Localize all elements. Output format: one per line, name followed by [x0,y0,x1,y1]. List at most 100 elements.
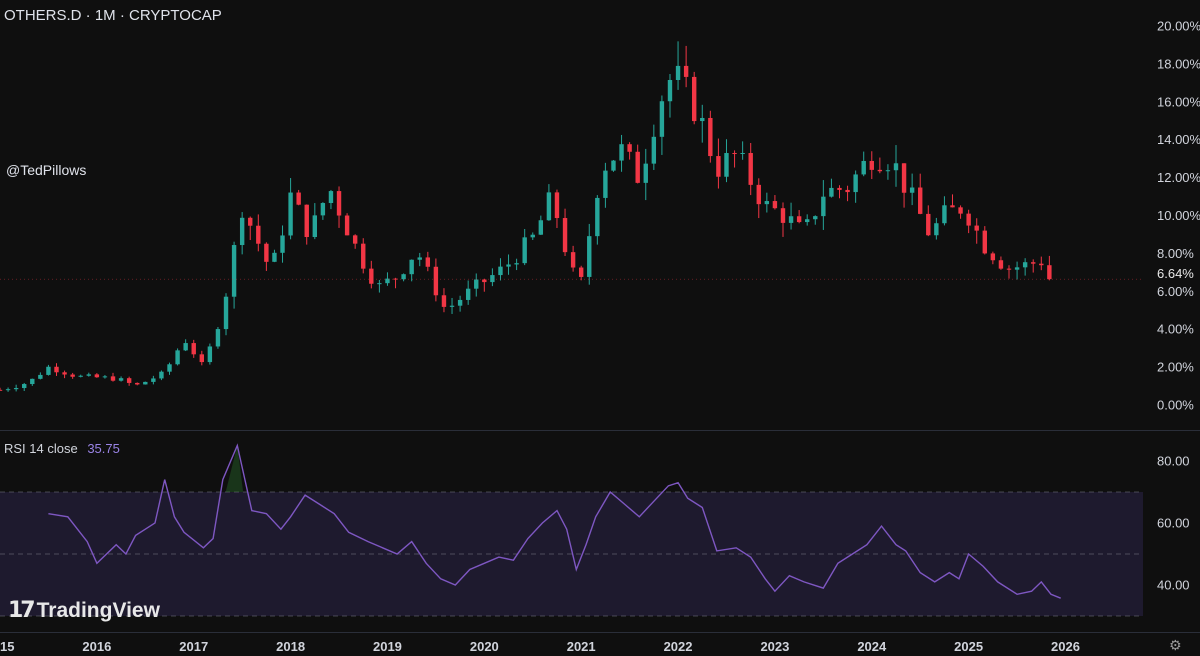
rsi-tick-label: 60.00 [1157,516,1190,531]
chart-title[interactable]: OTHERS.D · 1M · CRYPTOCAP [4,7,222,24]
candle-body [958,207,963,214]
candle-body [5,389,11,391]
time-tick-label: 2017 [179,639,208,654]
candle-body [538,220,544,235]
candle-body [877,169,883,172]
candle-body [457,299,463,306]
candle-body [530,234,535,238]
time-tick-label: 2018 [276,639,305,654]
candle-body [756,184,761,205]
candle-body [578,267,584,277]
rsi-tick-label: 80.00 [1157,454,1190,469]
candle-body [611,160,616,171]
price-tick-label: 8.00% [1157,246,1194,261]
candle-body [554,192,560,219]
candle-body [474,279,479,289]
candle-body [143,381,148,385]
candle-body [675,65,681,81]
candle-body [683,65,689,77]
candle-body [215,329,221,347]
candle-body [377,283,382,285]
candlestick-series[interactable] [0,41,1143,392]
candle-body [38,374,43,379]
price-tick-label: 18.00% [1157,56,1200,71]
candle-body [926,213,931,236]
candle-body [562,218,568,253]
candle-body [288,192,293,236]
candle-body [813,216,818,220]
tradingview-logo[interactable]: 17 TradingView [8,598,160,623]
candle-body [449,305,455,307]
price-tick-label: 20.00% [1157,19,1200,34]
time-tick-label: 2025 [954,639,983,654]
gear-icon[interactable]: ⚙ [1169,637,1182,653]
candle-body [239,217,245,246]
candle-body [805,219,810,223]
candle-body [829,187,834,197]
candle-body [918,187,923,214]
candle-body [732,153,737,155]
price-tick-label: 14.00% [1157,132,1200,147]
rsi-tick-label: 40.00 [1157,578,1190,593]
price-tick-label: 2.00% [1157,360,1194,375]
candle-body [853,174,858,193]
rsi-legend[interactable]: RSI 14 close 35.75 [4,441,120,456]
candle-body [199,354,205,363]
candle-body [409,259,414,275]
candle-body [191,343,196,355]
candle-body [796,216,802,223]
candle-body [207,346,213,363]
candle-body [490,275,495,283]
rsi-overbought-fill [225,445,244,492]
candle-body [62,372,67,375]
candle-body [223,296,229,330]
candle-body [393,278,398,280]
candle-body [635,151,640,183]
price-axis[interactable]: 20.00% 18.00% 16.00% 14.00% 12.00% 10.00% 8.00… [1157,19,1200,413]
candle-body [716,156,721,177]
rsi-line-series[interactable] [48,443,1061,599]
candle-body [627,144,632,152]
candle-body [280,235,285,253]
candle-body [54,366,59,373]
chart-grid [0,430,1200,633]
candle-body [417,257,422,260]
candle-body [1039,263,1044,266]
rsi-axis[interactable]: 80.00 60.00 40.00 [1157,454,1190,593]
candle-body [1047,265,1052,280]
candle-body [764,201,770,205]
price-tick-label: 12.00% [1157,170,1200,185]
price-tick-label: 4.00% [1157,322,1194,337]
time-axis[interactable]: 2015 2016 2017 2018 2019 2020 2021 2022 2023 2024… [0,639,1080,654]
candle-body [837,187,842,190]
candle-body [159,371,164,379]
candle-body [320,203,326,216]
candle-body [845,189,850,193]
time-tick-label: 2015 [0,639,14,654]
time-tick-label: 2024 [857,639,887,654]
author-watermark: @TedPillows [6,162,87,178]
candle-body [167,364,172,372]
time-tick-label: 2026 [1051,639,1080,654]
candle-body [361,243,366,269]
candle-body [13,388,19,390]
candle-body [231,245,237,297]
price-tick-label: 0.00% [1157,398,1194,413]
candle-body [740,153,745,155]
price-tick-label: 16.00% [1157,94,1200,109]
candle-body [570,252,576,268]
candle-body [0,389,3,391]
candle-body [304,204,309,238]
time-tick-label: 2019 [373,639,402,654]
rsi-legend-value: 35.75 [87,441,120,456]
candle-body [78,375,83,377]
time-tick-label: 2023 [760,639,789,654]
candle-body [998,260,1004,269]
candle-body [46,366,51,375]
candle-body [183,343,188,351]
candle-body [425,257,431,267]
candle-body [385,278,390,284]
candle-body [1006,268,1012,270]
candle-body [643,163,648,183]
